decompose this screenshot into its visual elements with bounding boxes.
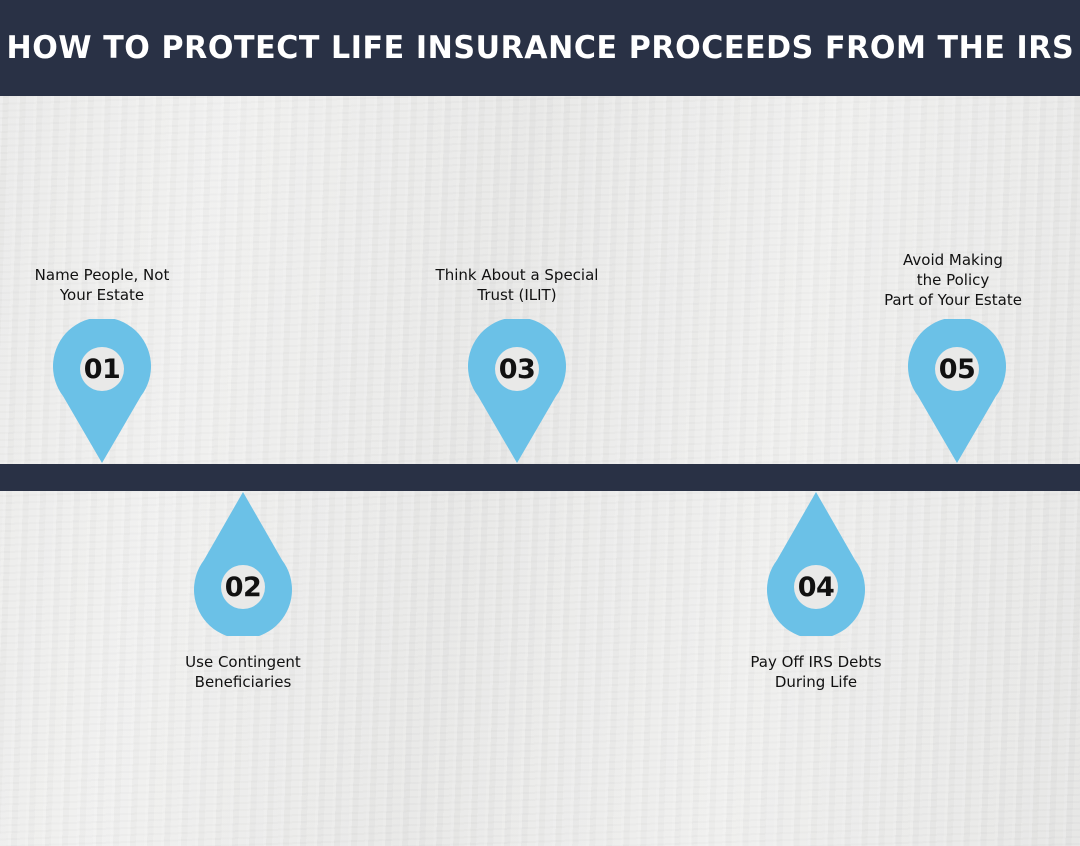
step-label: Avoid Making the Policy Part of Your Est… (843, 250, 1063, 310)
step-label: Pay Off IRS Debts During Life (706, 652, 926, 692)
step-label: Use Contingent Beneficiaries (133, 652, 353, 692)
step-label-line: Part of Your Estate (884, 291, 1022, 309)
timeline-bar (0, 464, 1080, 491)
step-number: 05 (935, 347, 979, 391)
step-number: 03 (495, 347, 539, 391)
step-number: 04 (794, 565, 838, 609)
map-pin-icon: 01 (52, 319, 152, 464)
step-label-line: During Life (774, 673, 858, 691)
header-banner: HOW TO PROTECT LIFE INSURANCE PROCEEDS F… (0, 0, 1080, 96)
step-number: 02 (221, 565, 265, 609)
step-label-line: Think About a Special (435, 266, 599, 284)
step-label-line: Beneficiaries (194, 673, 292, 691)
map-pin-icon: 05 (907, 319, 1007, 464)
drop-icon: 02 (193, 491, 293, 636)
step-label-line: Avoid Making (903, 251, 1003, 269)
page-title: HOW TO PROTECT LIFE INSURANCE PROCEEDS F… (6, 30, 1074, 66)
step-label-line: Pay Off IRS Debts (750, 653, 882, 671)
step-label-line: Trust (ILIT) (477, 286, 557, 304)
map-pin-icon: 03 (467, 319, 567, 464)
step-label: Name People, Not Your Estate (0, 265, 212, 305)
step-label-line: Name People, Not (34, 266, 170, 284)
step-label-line: the Policy (916, 271, 990, 289)
drop-icon: 04 (766, 491, 866, 636)
step-label: Think About a Special Trust (ILIT) (397, 265, 637, 305)
step-label-line: Your Estate (59, 286, 145, 304)
step-number: 01 (80, 347, 124, 391)
step-label-line: Use Contingent (185, 653, 301, 671)
